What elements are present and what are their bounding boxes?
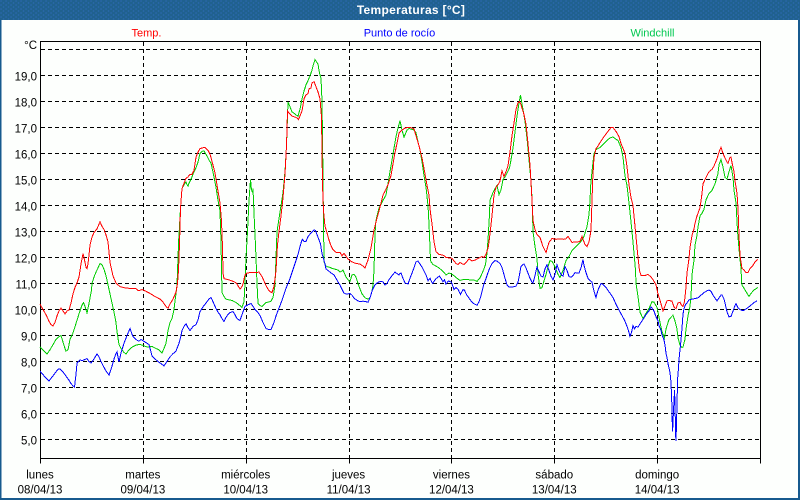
svg-text:9,0: 9,0: [21, 332, 37, 344]
svg-text:09/04/13: 09/04/13: [120, 485, 165, 497]
svg-text:13,0: 13,0: [15, 228, 37, 240]
svg-text:Punto de rocío: Punto de rocío: [364, 28, 436, 40]
svg-text:17,0: 17,0: [15, 124, 37, 136]
svg-text:10/04/13: 10/04/13: [223, 485, 268, 497]
svg-text:16,0: 16,0: [15, 150, 37, 162]
svg-text:viernes: viernes: [433, 470, 470, 482]
svg-text:19,0: 19,0: [15, 72, 37, 84]
svg-text:martes: martes: [125, 470, 160, 482]
svg-text:15,0: 15,0: [15, 176, 37, 188]
svg-text:13/04/13: 13/04/13: [532, 485, 577, 497]
svg-text:11,0: 11,0: [15, 280, 37, 292]
svg-text:14,0: 14,0: [15, 202, 37, 214]
svg-text:14/04/13: 14/04/13: [635, 485, 680, 497]
svg-text:miércoles: miércoles: [221, 470, 270, 482]
svg-text:jueves: jueves: [331, 470, 365, 482]
svg-text:12/04/13: 12/04/13: [429, 485, 474, 497]
svg-text:11/04/13: 11/04/13: [327, 485, 371, 497]
svg-text:6,0: 6,0: [21, 410, 37, 422]
svg-text:sábado: sábado: [535, 470, 573, 482]
svg-text:8,0: 8,0: [21, 358, 37, 370]
svg-text:Windchill: Windchill: [630, 28, 674, 40]
svg-text:7,0: 7,0: [21, 384, 37, 396]
svg-text:5,0: 5,0: [21, 436, 37, 448]
svg-text:Temperaturas [°C]: Temperaturas [°C]: [357, 3, 465, 17]
svg-text:lunes: lunes: [26, 470, 54, 482]
svg-text:18,0: 18,0: [15, 98, 37, 110]
svg-text:12,0: 12,0: [15, 254, 37, 266]
svg-text:Temp.: Temp.: [132, 28, 162, 40]
svg-text:08/04/13: 08/04/13: [18, 485, 63, 497]
svg-text:10,0: 10,0: [15, 306, 37, 318]
svg-text:domingo: domingo: [635, 470, 679, 482]
svg-text:°C: °C: [24, 40, 37, 52]
